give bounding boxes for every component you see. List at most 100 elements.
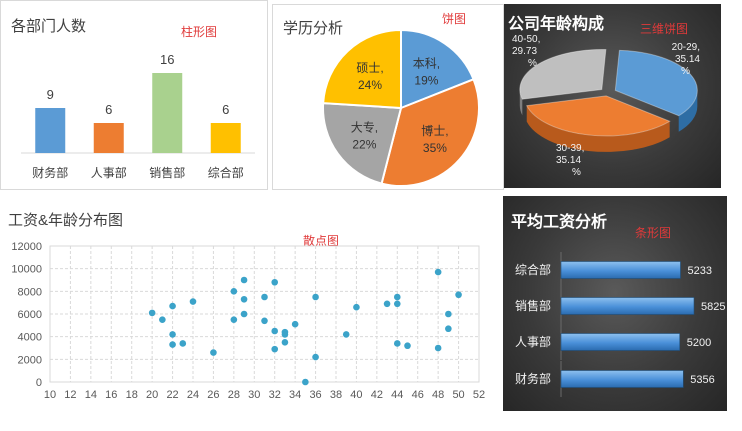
scatter-point xyxy=(148,309,156,317)
x-tick-label: 38 xyxy=(330,389,342,401)
x-tick-label: 40 xyxy=(350,389,362,401)
x-tick-label: 46 xyxy=(412,389,424,401)
x-tick-label: 44 xyxy=(391,389,403,401)
pie3d-label: 30-39, xyxy=(556,143,584,154)
pie-value-label: 24% xyxy=(358,78,382,92)
category-label: 财务部 xyxy=(515,371,551,386)
scatter-point xyxy=(455,291,462,299)
x-tick-label: 20 xyxy=(146,389,158,401)
education-title: 学历分析 xyxy=(283,20,344,37)
scatter-point xyxy=(404,342,411,350)
scatter-point xyxy=(169,331,176,338)
scatter-point xyxy=(445,325,452,333)
hbar-销售部 xyxy=(560,297,695,315)
plot-area xyxy=(49,245,480,383)
age-panel: 公司年龄构成 三维饼图 20-29, 35.14% 30-39, 35.14% 40-5… xyxy=(504,4,721,188)
age-tag: 三维饼图 xyxy=(640,22,689,36)
y-tick-label: 2000 xyxy=(18,354,42,366)
scatter-point xyxy=(393,340,401,347)
salary-age-panel: 工资&年龄分布图 散点图 0 2000 4000 6000 8000 10000 12000… xyxy=(0,196,496,431)
x-tick-label: 12 xyxy=(64,389,76,401)
hbar-财务部 xyxy=(560,370,684,388)
scatter-point xyxy=(230,316,238,323)
scatter-point xyxy=(281,331,289,338)
scatter-point xyxy=(261,293,268,301)
x-tick-label: 48 xyxy=(432,389,444,401)
y-tick-label: 10000 xyxy=(11,264,42,276)
pie3d-percent-sign: % xyxy=(528,58,537,69)
hbar-value-label: 5825 xyxy=(701,301,725,313)
x-tick-label: 50 xyxy=(452,389,464,401)
category-label: 人事部 xyxy=(515,334,551,349)
pie-label: 博士, xyxy=(421,123,448,138)
hbar-人事部 xyxy=(560,333,681,351)
pie-slice-硕士 xyxy=(322,28,402,110)
pie-label: 大专, xyxy=(351,120,378,135)
salary-age-title: 工资&年龄分布图 xyxy=(8,212,124,229)
bar-value-label: 16 xyxy=(160,52,174,67)
hbar-value-label: 5200 xyxy=(687,337,711,349)
salary-age-scatter-chart: 0 2000 4000 6000 8000 10000 12000 10 12 14 16 18 20 2… xyxy=(11,241,485,401)
pie3d-side-40-50 xyxy=(519,89,523,116)
pie-slice-博士 xyxy=(380,77,480,187)
hbar-value-label: 5356 xyxy=(690,374,714,386)
pie3d-slice-30-39 xyxy=(525,95,671,137)
scatter-point xyxy=(271,345,279,353)
salary-age-tag: 散点图 xyxy=(303,234,340,248)
scatter-point xyxy=(230,288,238,295)
x-tick-label: 26 xyxy=(207,389,219,401)
x-tick-label: 10 xyxy=(44,389,56,401)
x-tick-label: 22 xyxy=(166,389,178,401)
scatter-point xyxy=(393,293,401,301)
scatter-point xyxy=(189,298,197,305)
x-tick-label: 34 xyxy=(289,389,301,401)
pie3d-percent-sign: % xyxy=(681,66,690,77)
x-tick-label: 30 xyxy=(248,389,260,401)
x-tick-label: 14 xyxy=(85,389,97,401)
scatter-point xyxy=(169,302,176,310)
pie-slice-本科 xyxy=(400,28,475,110)
bar-财务部 xyxy=(35,108,66,153)
pie3d-value-label: 35.14 xyxy=(675,54,700,65)
scatter-point xyxy=(210,349,217,356)
age-title: 公司年龄构成 xyxy=(508,16,605,33)
salary-bar-chart: 综合部 5233 销售部 5825 人事部 5200 财务部 5356 xyxy=(515,252,725,397)
salary-panel: 平均工资分析 条形图 综合部 5233 销售部 5825 人事部 5200 财务部 5356 xyxy=(503,196,727,411)
scatter-point xyxy=(240,276,248,284)
dept-count-tag: 柱形图 xyxy=(181,25,218,39)
x-tick-label: 24 xyxy=(187,389,199,401)
x-tick-label: 42 xyxy=(371,389,383,401)
education-tag: 饼图 xyxy=(442,12,467,26)
x-tick-label: 32 xyxy=(269,389,281,401)
x-tick-label: 52 xyxy=(473,389,485,401)
category-label: 人事部 xyxy=(91,165,127,180)
scatter-point xyxy=(312,353,319,361)
scatter-point xyxy=(312,293,319,301)
pie-label: 本科, xyxy=(413,57,440,71)
scatter-point xyxy=(179,340,187,347)
scatter-point xyxy=(261,317,268,325)
bar-人事部 xyxy=(93,123,124,153)
scatter-point xyxy=(393,300,401,308)
category-label: 销售部 xyxy=(515,298,551,313)
pie3d-slice-20-29 xyxy=(614,49,698,117)
scatter-point xyxy=(240,295,248,303)
pie3d-label: 20-29, xyxy=(672,42,700,53)
pie-value-label: 19% xyxy=(414,74,438,88)
category-label: 综合部 xyxy=(208,165,244,180)
scatter-point xyxy=(302,378,309,386)
bar-销售部 xyxy=(152,73,183,153)
salary-title: 平均工资分析 xyxy=(511,214,608,231)
scatter-point xyxy=(434,268,442,276)
hbar-综合部 xyxy=(560,261,681,279)
scatter-point xyxy=(353,303,360,311)
pie-label: 硕士, xyxy=(356,61,383,75)
scatter-point xyxy=(271,327,279,335)
x-tick-label: 28 xyxy=(228,389,240,401)
pie-slice-大专 xyxy=(322,102,403,185)
scatter-point xyxy=(434,344,442,352)
bar-综合部 xyxy=(210,123,241,153)
scatter-point xyxy=(342,331,350,338)
bar-value-label: 6 xyxy=(222,102,229,117)
education-panel: 学历分析 饼图 本科, 19% 博士, 35% 大专, 22% 硕士, 24% xyxy=(272,4,504,190)
